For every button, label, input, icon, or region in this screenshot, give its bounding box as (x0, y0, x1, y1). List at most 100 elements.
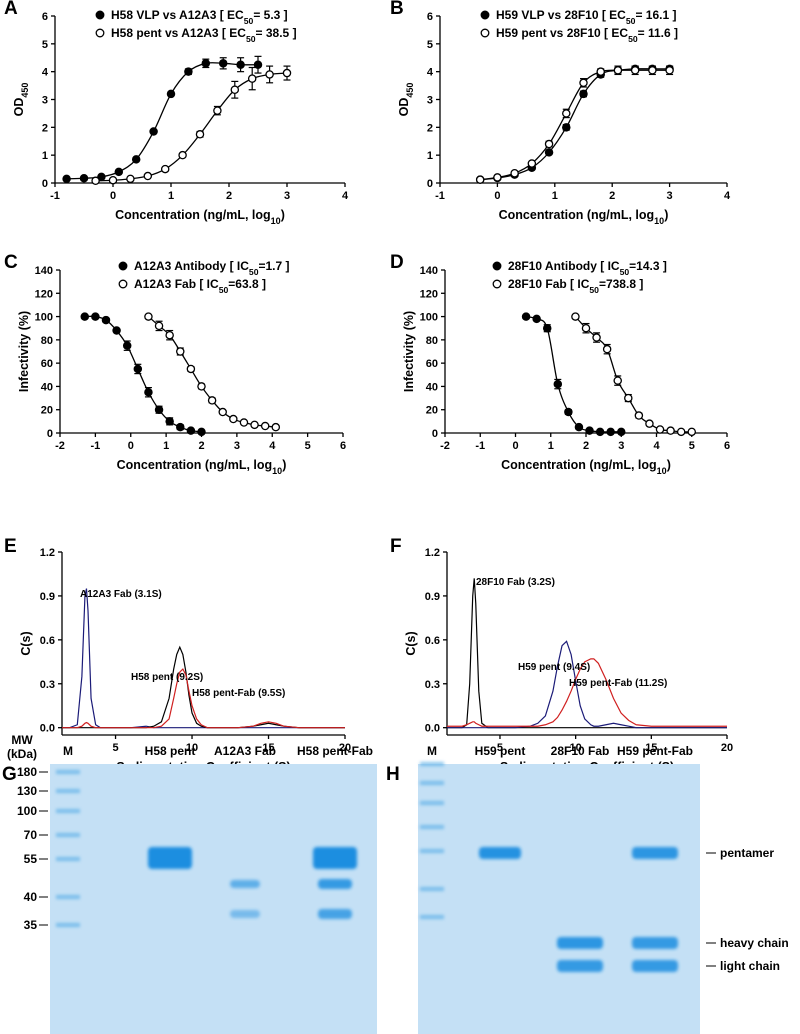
legend-label: 28F10 Fab [ IC50=738.8 ] (508, 277, 643, 295)
point (165, 330, 174, 340)
ladder-band (420, 915, 444, 919)
legend-label: A12A3 Antibody [ IC50=1.7 ] (134, 259, 290, 277)
x-axis-title-part: 10 (272, 466, 282, 476)
y-axis-title-part: OD (12, 98, 26, 117)
x-tick-label: 2 (226, 190, 232, 202)
protein-band (632, 960, 678, 972)
y-tick-label: 1.2 (425, 547, 440, 559)
protein-band (313, 847, 357, 869)
panel-label: G (2, 764, 17, 785)
mw-title: (kDa) (7, 747, 37, 761)
y-axis-title: Infectivity (%) (17, 311, 31, 392)
mw-marker-label: 55 (24, 852, 38, 866)
legend-label-part: H59 VLP vs 28F10 [ EC (496, 8, 626, 22)
point (493, 173, 502, 182)
point (239, 418, 249, 427)
lane-label: H59 pent-Fab (617, 744, 693, 758)
point (527, 159, 537, 168)
legend-marker (118, 279, 128, 289)
y-axis-title: C(s) (404, 631, 418, 655)
point (80, 312, 90, 321)
y-tick-label: 0.9 (425, 591, 440, 603)
protein-band (318, 909, 352, 919)
legend-label-part: = 16.1 ] (635, 8, 676, 22)
y-tick-label: 2 (427, 122, 433, 134)
ladder-band (420, 801, 444, 805)
point (114, 167, 124, 177)
ladder-band (420, 887, 444, 891)
x-tick-label: -1 (90, 440, 100, 452)
mw-marker-label: 130 (17, 784, 37, 798)
point (197, 427, 206, 437)
fit-curve (525, 315, 622, 433)
x-tick-label: 1 (163, 440, 169, 452)
legend-label: H58 VLP vs A12A3 [ EC50= 5.3 ] (111, 8, 288, 26)
point (229, 414, 238, 424)
point (213, 106, 222, 115)
y-tick-label: 6 (42, 11, 48, 23)
y-tick-label: 140 (420, 265, 438, 277)
point (218, 407, 227, 417)
y-axis-title-part: 450 (405, 83, 415, 98)
point (112, 326, 121, 335)
y-tick-label: 0 (427, 178, 433, 190)
legend-label-part: = 11.6 ] (638, 26, 678, 40)
point (630, 66, 640, 75)
y-tick-label: 80 (426, 335, 438, 347)
point (475, 175, 485, 184)
legend-label: H59 pent vs 28F10 [ EC50= 11.6 ] (496, 26, 678, 44)
panel-label: B (390, 0, 404, 19)
y-tick-label: 120 (420, 288, 438, 300)
point (178, 150, 187, 160)
point (595, 427, 605, 437)
point (186, 364, 196, 374)
point (126, 174, 135, 184)
y-tick-label: 3 (42, 95, 48, 107)
x-tick-label: 0 (110, 190, 116, 202)
y-axis-title: Infectivity (%) (402, 311, 416, 392)
x-tick-label: 2 (198, 440, 204, 452)
point (592, 333, 601, 342)
lane-label: 28F10 Fab (551, 744, 610, 758)
mw-title: MW (11, 733, 33, 747)
y-axis-title-part: C(s) (19, 631, 33, 655)
legend-label-part: 50 (246, 34, 256, 44)
y-tick-label: 4 (42, 67, 49, 79)
x-tick-label: 5 (497, 742, 503, 754)
point (131, 155, 141, 164)
y-tick-label: 100 (420, 312, 438, 324)
distribution-line (447, 658, 727, 727)
fit-curve (574, 316, 692, 433)
x-axis-title: Concentration (ng/mL, log10) (499, 208, 669, 226)
ladder-band (56, 895, 80, 899)
gel-image (50, 764, 377, 1034)
distribution-line (62, 668, 345, 729)
x-tick-label: 15 (262, 742, 274, 754)
point (195, 130, 205, 139)
point (606, 427, 615, 437)
point (613, 66, 623, 75)
point (144, 312, 153, 321)
ladder-band (56, 833, 80, 837)
x-tick-label: 0 (494, 190, 500, 202)
y-tick-label: 0 (47, 428, 53, 440)
protein-band (632, 937, 678, 949)
y-tick-label: 60 (426, 358, 438, 370)
point (579, 78, 588, 88)
legend-label-part: 50 (626, 16, 636, 26)
distribution-line (62, 588, 345, 729)
y-tick-label: 0 (432, 428, 438, 440)
y-tick-label: 6 (427, 11, 433, 23)
point (624, 393, 633, 403)
point (176, 347, 185, 356)
y-tick-label: 40 (426, 381, 438, 393)
y-tick-label: 1 (427, 150, 433, 162)
legend-label-part: A12A3 Fab [ IC (134, 277, 219, 291)
band-label: light chain (720, 959, 780, 973)
legend-label-part: =738.8 ] (599, 277, 643, 291)
y-tick-label: 120 (35, 288, 53, 300)
y-tick-label: 3 (427, 95, 433, 107)
point (250, 420, 259, 430)
lane-label: H58 pent (145, 744, 196, 758)
x-tick-label: 4 (653, 440, 660, 452)
